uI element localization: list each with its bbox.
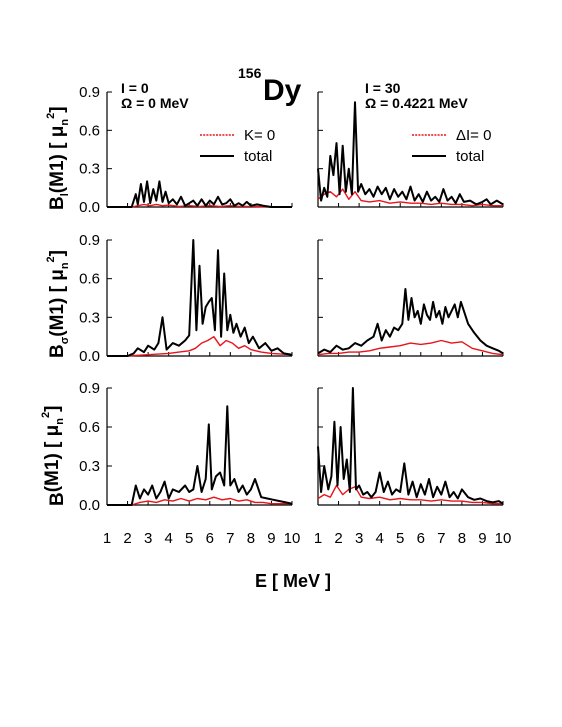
nucleus-symbol: Dy: [263, 74, 302, 107]
left-legend: K= 0 total: [200, 127, 275, 165]
x-tick-label: 7: [437, 530, 445, 547]
y-axis-label-row1: Bl(M1) [ μn2]: [45, 106, 71, 210]
y-tick-label: 0.6: [79, 122, 100, 139]
right-legend-total-label: total: [456, 148, 484, 165]
y-tick-label: 0.9: [79, 232, 100, 249]
panels: 0.00.30.60.90.00.30.60.90.00.30.60.91 2 3 4…: [79, 84, 511, 547]
y-tick-label: 0.0: [79, 199, 100, 216]
x-tick-label: 8: [458, 530, 466, 547]
x-tick-label: 1: [103, 530, 111, 547]
y-tick-label: 0.3: [79, 458, 100, 475]
panel-row2-left: 0.0 0.3 0.6 0.9: [79, 232, 293, 365]
panel-row1-left: 0.0 0.3 0.6 0.9: [79, 84, 293, 216]
series-total-line: [107, 239, 293, 357]
x-tick-label: 10: [495, 530, 512, 547]
x-tick-label: 6: [206, 530, 214, 547]
y-tick-label: 0.3: [79, 309, 100, 326]
series-component-line: [107, 336, 293, 357]
y-tick-label: 0.6: [79, 419, 100, 436]
y-axis-label-row2: Bσ(M1) [ μn2]: [45, 250, 71, 358]
x-tick-label: 7: [226, 530, 234, 547]
left-legend-component-label: K= 0: [244, 127, 275, 144]
x-tick-label: 9: [267, 530, 275, 547]
x-tick-label: 8: [247, 530, 255, 547]
y-tick-label: 0.9: [79, 84, 100, 101]
left-annotation-spin: I = 0: [121, 80, 149, 96]
y-tick-label: 0.9: [79, 380, 100, 397]
series-total-line: [317, 288, 504, 355]
y-tick-label: 0.0: [79, 348, 100, 365]
series-component-line: [107, 496, 292, 506]
left-legend-total-label: total: [244, 148, 272, 165]
y-tick-label: 0.3: [79, 161, 100, 178]
x-tick-label: 4: [164, 530, 172, 547]
x-tick-label: 4: [375, 530, 383, 547]
x-tick-label: 6: [417, 530, 425, 547]
x-tick-label: 10: [284, 530, 301, 547]
right-annotation-frequency: Ω = 0.4221 MeV: [365, 95, 468, 111]
panel-row3-left: 0.0 0.3 0.6 0.9 1 2 3 4 5 6 7 8 9 10: [79, 380, 300, 547]
y-axis-label-row3: B(M1) [ μn2]: [40, 406, 68, 506]
right-legend: ΔI= 0 total: [412, 127, 491, 165]
series-total-line: [317, 101, 504, 206]
left-annotation-frequency: Ω = 0 MeV: [121, 95, 189, 111]
nucleus-mass: 156: [238, 65, 262, 81]
x-tick-label: 2: [334, 530, 342, 547]
y-tick-label: 0.6: [79, 271, 100, 288]
panel-row1-right: [317, 91, 504, 208]
series-total-line: [107, 180, 292, 208]
right-legend-component-label: ΔI= 0: [456, 127, 491, 144]
x-tick-label: 2: [123, 530, 131, 547]
series-component-line: [317, 484, 503, 505]
x-tick-label: 9: [478, 530, 486, 547]
series-component-line: [317, 339, 504, 356]
right-annotation-spin: I = 30: [365, 80, 401, 96]
panel-row3-right: 1 2 3 4 5 6 7 8 9 10: [314, 387, 512, 547]
series-total-line: [317, 387, 504, 505]
x-tick-label: 5: [185, 530, 193, 547]
x-axis-label: E [ MeV ]: [255, 571, 331, 591]
x-tick-label: 5: [396, 530, 404, 547]
series-total-line: [107, 405, 293, 506]
panel-row2-right: [317, 239, 504, 357]
x-tick-label: 1: [314, 530, 322, 547]
x-tick-label: 3: [144, 530, 152, 547]
x-tick-label: 3: [355, 530, 363, 547]
y-tick-label: 0.0: [79, 497, 100, 514]
